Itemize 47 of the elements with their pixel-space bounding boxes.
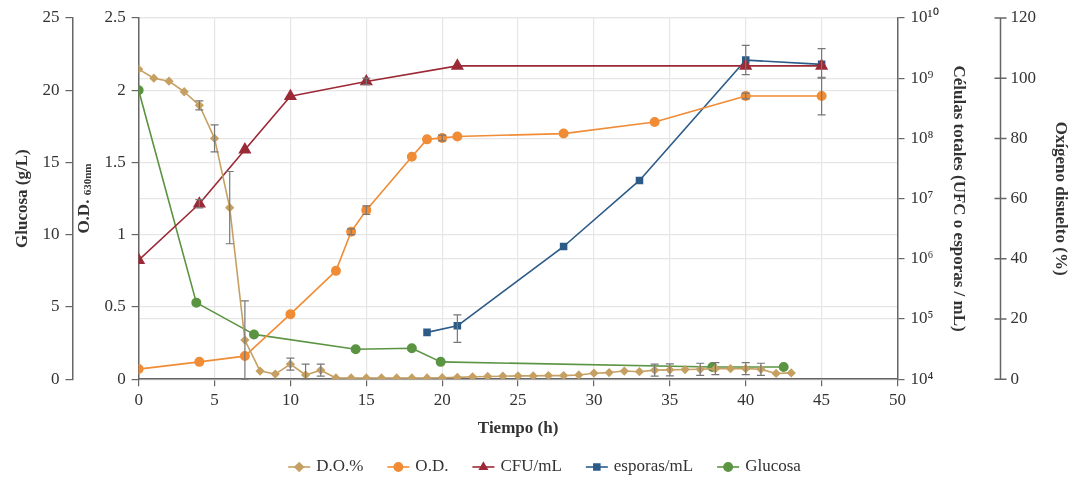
y2-tick-label: 10⁷ xyxy=(910,188,934,208)
y-tick-label: 0.5 xyxy=(104,296,126,316)
y-tick-label: 0 xyxy=(1010,368,1019,388)
x-axis-title: Tiempo (h) xyxy=(477,418,559,438)
y3-tick-label: 25 xyxy=(42,7,60,27)
legend-label: Glucosa xyxy=(745,456,802,476)
x-tick-label: 15 xyxy=(357,389,375,409)
legend-label: esporas/mL xyxy=(613,456,694,476)
y-tick-label: 1 xyxy=(117,224,126,244)
x-tick-label: 50 xyxy=(889,389,906,409)
x-tick-label: 40 xyxy=(737,389,755,409)
y3-tick-label: 15 xyxy=(42,151,60,171)
y-tick-label: 40 xyxy=(1010,248,1028,268)
y-tick-label: 2 xyxy=(117,79,126,99)
legend-label: CFU/mL xyxy=(500,456,562,476)
y2-tick-label: 10⁸ xyxy=(910,127,934,147)
y-tick-label: 80 xyxy=(1010,127,1028,147)
x-tick-label: 25 xyxy=(509,389,527,409)
y-tick-label: 60 xyxy=(1010,188,1028,208)
x-tick-label: 20 xyxy=(433,389,451,409)
x-tick-label: 0 xyxy=(134,389,143,409)
y2-tick-label: 10⁵ xyxy=(910,308,934,328)
y3-tick-label: 10 xyxy=(42,224,60,244)
y-tick-label: 1.5 xyxy=(104,151,126,171)
legend-label: D.O.% xyxy=(316,456,364,476)
y2-tick-label: 10⁶ xyxy=(910,248,934,268)
y-tick-label: 0 xyxy=(117,368,126,388)
y2-axis-title: Células totales (UFC o esporas / mL) xyxy=(950,65,970,332)
y3-tick-label: 5 xyxy=(50,296,60,316)
x-tick-label: 35 xyxy=(661,389,679,409)
y3-axis-title: Glucosa (g/L) xyxy=(11,149,31,248)
y2-tick-label: 10⁴ xyxy=(910,368,934,388)
y2-tick-label: 10¹⁰ xyxy=(910,7,939,27)
x-tick-label: 45 xyxy=(813,389,831,409)
x-tick-label: 30 xyxy=(585,389,603,409)
y3-tick-label: 0 xyxy=(50,368,60,388)
y-axis-title: Oxígeno disuelto (%) xyxy=(1052,121,1072,276)
x-tick-label: 10 xyxy=(281,389,299,409)
y3-tick-label: 20 xyxy=(42,79,60,99)
y-tick-label: 2.5 xyxy=(104,7,126,27)
y-axis-title: O.D. 630nm xyxy=(73,163,94,234)
legend-label: O.D. xyxy=(415,456,449,476)
y2-tick-label: 10⁹ xyxy=(910,67,934,87)
y-tick-label: 20 xyxy=(1010,308,1028,328)
y-tick-label: 100 xyxy=(1010,67,1036,87)
x-tick-label: 5 xyxy=(210,389,219,409)
y-tick-label: 120 xyxy=(1010,7,1036,27)
